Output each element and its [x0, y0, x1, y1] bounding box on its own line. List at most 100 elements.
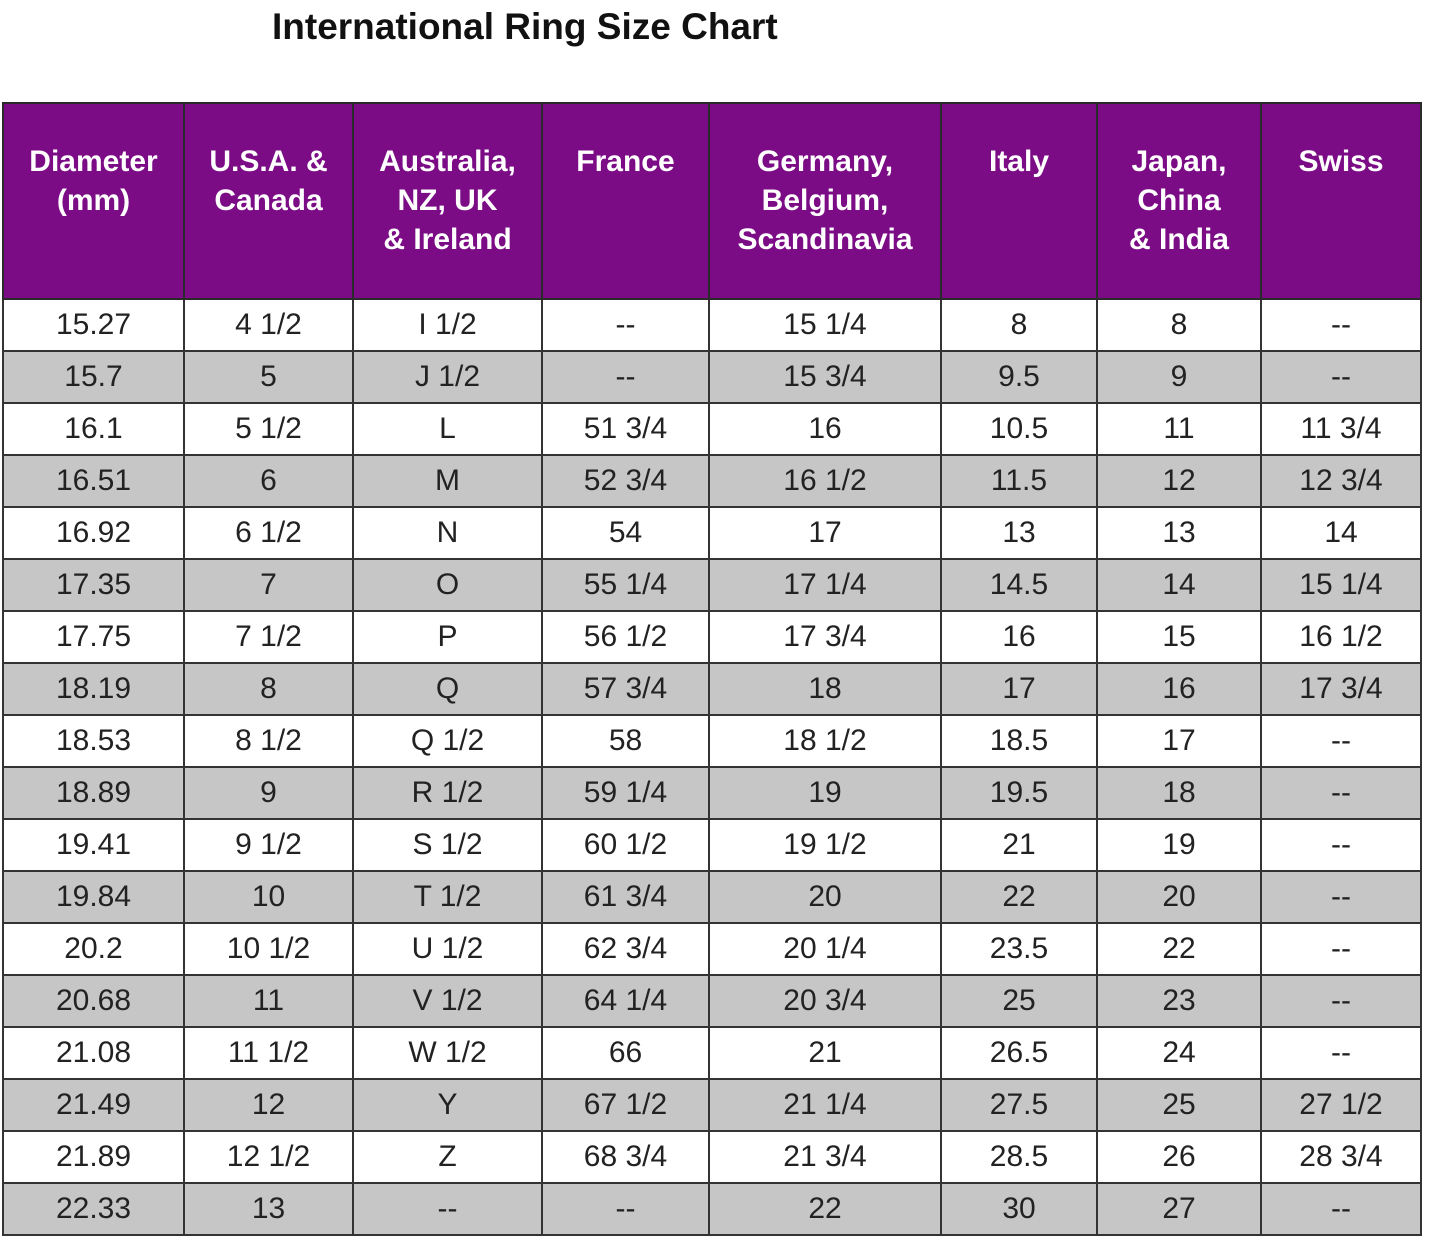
- table-cell: 20 1/4: [708, 922, 942, 976]
- table-cell: --: [352, 1182, 543, 1236]
- header-line: France: [576, 145, 675, 178]
- table-cell: 9: [1096, 350, 1262, 404]
- chart-title: International Ring Size Chart: [272, 6, 778, 47]
- table-cell: 18 1/2: [708, 714, 942, 768]
- table-cell: 7: [183, 558, 354, 612]
- table-cell: 22: [1096, 922, 1262, 976]
- table-cell: 11 1/2: [183, 1026, 354, 1080]
- header-line: Canada: [214, 184, 323, 217]
- table-row: 16.1 5 1/2 L 51 3/4 16 10.5 11 11 3/4: [2, 402, 1422, 456]
- table-cell: 13: [1096, 506, 1262, 560]
- table-cell: 67 1/2: [541, 1078, 710, 1132]
- table-cell: 15 1/4: [708, 298, 942, 352]
- ring-size-table: Diameter (mm) U.S.A. & Canada Australia, NZ, …: [2, 102, 1422, 1236]
- table-cell: 20 3/4: [708, 974, 942, 1028]
- table-head: Diameter (mm) U.S.A. & Canada Australia, NZ, …: [2, 102, 1422, 300]
- table-cell: 17.35: [2, 558, 185, 612]
- table-body: 15.27 4 1/2 I 1/2 -- 15 1/4 8 8 -- 15.7 5 J 1/2 -- 1…: [2, 298, 1422, 1236]
- table-cell: 16.92: [2, 506, 185, 560]
- table-cell: 7 1/2: [183, 610, 354, 664]
- table-cell: --: [541, 1182, 710, 1236]
- table-cell: 12: [1096, 454, 1262, 508]
- table-cell: 62 3/4: [541, 922, 710, 976]
- table-cell: 25: [940, 974, 1098, 1028]
- table-cell: 68 3/4: [541, 1130, 710, 1184]
- table-cell: 52 3/4: [541, 454, 710, 508]
- table-cell: 19.5: [940, 766, 1098, 820]
- header-line: Diameter: [29, 145, 158, 178]
- table-cell: 20.68: [2, 974, 185, 1028]
- header-row: Diameter (mm) U.S.A. & Canada Australia, NZ, …: [2, 102, 1422, 300]
- header-line: Germany,: [756, 145, 894, 178]
- table-cell: --: [1260, 922, 1422, 976]
- header-line: (mm): [56, 184, 131, 217]
- table-cell: 17.75: [2, 610, 185, 664]
- table-cell: 16: [940, 610, 1098, 664]
- table-cell: 21 1/4: [708, 1078, 942, 1132]
- table-cell: Z: [352, 1130, 543, 1184]
- table-cell: 19.84: [2, 870, 185, 924]
- table-cell: 11: [1096, 402, 1262, 456]
- header-line: Japan,: [1131, 145, 1227, 178]
- table-cell: 21.08: [2, 1026, 185, 1080]
- table-cell: 15: [1096, 610, 1262, 664]
- table-cell: 54: [541, 506, 710, 560]
- header-line: Scandinavia: [737, 223, 913, 256]
- table-cell: 26: [1096, 1130, 1262, 1184]
- table-row: 22.33 13 -- -- 22 30 27 --: [2, 1182, 1422, 1236]
- table-row: 18.19 8 Q 57 3/4 18 17 16 17 3/4: [2, 662, 1422, 716]
- table-cell: 8: [183, 662, 354, 716]
- column-header: Diameter (mm): [2, 102, 185, 300]
- table-row: 20.2 10 1/2 U 1/2 62 3/4 20 1/4 23.5 22 --: [2, 922, 1422, 976]
- column-header: Swiss: [1260, 102, 1422, 300]
- table-cell: 9 1/2: [183, 818, 354, 872]
- table-cell: 26.5: [940, 1026, 1098, 1080]
- table-cell: 14: [1260, 506, 1422, 560]
- table-cell: 11.5: [940, 454, 1098, 508]
- table-row: 18.89 9 R 1/2 59 1/4 19 19.5 18 --: [2, 766, 1422, 820]
- table-cell: --: [541, 350, 710, 404]
- table-cell: 27.5: [940, 1078, 1098, 1132]
- table-cell: 5 1/2: [183, 402, 354, 456]
- table-cell: --: [541, 298, 710, 352]
- table-cell: 17: [1096, 714, 1262, 768]
- table-cell: 21.89: [2, 1130, 185, 1184]
- table-cell: U 1/2: [352, 922, 543, 976]
- table-cell: 16 1/2: [1260, 610, 1422, 664]
- table-cell: L: [352, 402, 543, 456]
- table-cell: 18.5: [940, 714, 1098, 768]
- table-cell: 55 1/4: [541, 558, 710, 612]
- table-row: 21.49 12 Y 67 1/2 21 1/4 27.5 25 27 1/2: [2, 1078, 1422, 1132]
- table-row: 19.41 9 1/2 S 1/2 60 1/2 19 1/2 21 19 --: [2, 818, 1422, 872]
- table-cell: --: [1260, 870, 1422, 924]
- table-cell: 11 3/4: [1260, 402, 1422, 456]
- table-cell: 21.49: [2, 1078, 185, 1132]
- table-cell: 60 1/2: [541, 818, 710, 872]
- table-cell: 14.5: [940, 558, 1098, 612]
- table-cell: --: [1260, 974, 1422, 1028]
- table-cell: 59 1/4: [541, 766, 710, 820]
- table-cell: 16 1/2: [708, 454, 942, 508]
- table-row: 16.51 6 M 52 3/4 16 1/2 11.5 12 12 3/4: [2, 454, 1422, 508]
- table-cell: 15.27: [2, 298, 185, 352]
- table-cell: 17: [940, 662, 1098, 716]
- table-cell: 18.89: [2, 766, 185, 820]
- table-cell: 15 1/4: [1260, 558, 1422, 612]
- table-row: 21.89 12 1/2 Z 68 3/4 21 3/4 28.5 26 28 3/4: [2, 1130, 1422, 1184]
- table-cell: 25: [1096, 1078, 1262, 1132]
- table-row: 21.08 11 1/2 W 1/2 66 21 26.5 24 --: [2, 1026, 1422, 1080]
- table-row: 18.53 8 1/2 Q 1/2 58 18 1/2 18.5 17 --: [2, 714, 1422, 768]
- table-cell: 8: [1096, 298, 1262, 352]
- table-cell: 19: [1096, 818, 1262, 872]
- table-cell: 15 3/4: [708, 350, 942, 404]
- table-row: 16.92 6 1/2 N 54 17 13 13 14: [2, 506, 1422, 560]
- column-header: Germany, Belgium, Scandinavia: [708, 102, 942, 300]
- table-cell: 10: [183, 870, 354, 924]
- header-line: Swiss: [1298, 145, 1384, 178]
- table-cell: 18: [708, 662, 942, 716]
- table-cell: 9: [183, 766, 354, 820]
- table-cell: --: [1260, 818, 1422, 872]
- table-cell: M: [352, 454, 543, 508]
